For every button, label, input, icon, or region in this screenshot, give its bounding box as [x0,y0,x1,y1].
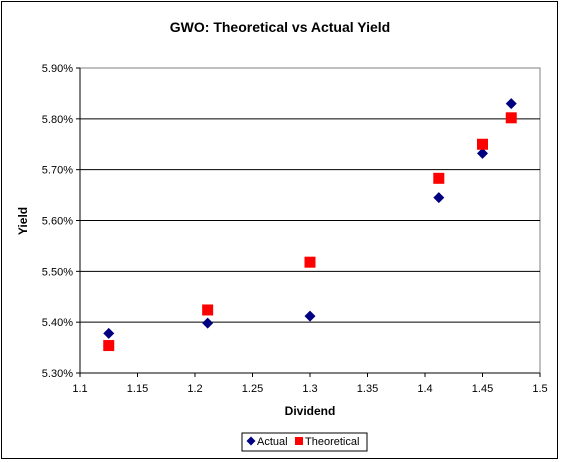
theoretical-point [433,172,445,184]
actual-point [202,317,214,329]
theoretical-point [202,304,214,316]
actual-point [103,327,115,339]
theoretical-point [477,138,488,150]
actual-point [304,310,316,322]
legend-label-actual: Actual [257,436,288,448]
y-tick-label: 5.30% [42,368,73,380]
y-tick-label: 5.50% [42,266,73,278]
y-tick-label: 5.90% [42,63,73,75]
chart-title: GWO: Theoretical vs Actual Yield [170,19,390,35]
x-tick-label: 1.2 [187,383,202,395]
x-tick-label: 1.35 [357,383,378,395]
legend-label-theoretical: Theoretical [305,436,359,448]
x-tick-label: 1.5 [532,383,547,395]
x-tick-label: 1.15 [127,383,148,395]
y-axis-label: Yield [16,207,30,235]
legend-box [241,432,368,452]
actual-point [477,147,488,159]
x-tick-label: 1.4 [417,383,432,395]
x-tick-label: 1.1 [72,383,87,395]
x-axis: 1.1 1.15 1.2 1.25 1.3 1.35 1.4 1.45 1.5 [72,372,548,395]
theoretical-point [505,112,517,124]
x-tick-label: 1.25 [242,383,263,395]
x-axis-label: Dividend [285,404,336,418]
legend-marker-theoretical [295,437,303,445]
legend: Actual Theoretical [241,432,368,452]
actual-point [433,192,445,204]
y-axis: 5.30% 5.40% 5.50% 5.60% 5.70% 5.80% 5.90% [42,63,81,380]
x-tick-label: 1.3 [302,383,317,395]
legend-marker-actual [246,436,256,446]
x-tick-label: 1.45 [472,383,493,395]
y-tick-label: 5.70% [42,165,73,177]
grid-lines [80,118,540,323]
data-points [103,98,517,352]
actual-point [505,98,517,110]
y-tick-label: 5.80% [42,114,73,126]
y-tick-label: 5.60% [42,216,73,228]
theoretical-point [304,256,316,268]
theoretical-point [103,340,115,352]
y-tick-label: 5.40% [42,317,73,329]
